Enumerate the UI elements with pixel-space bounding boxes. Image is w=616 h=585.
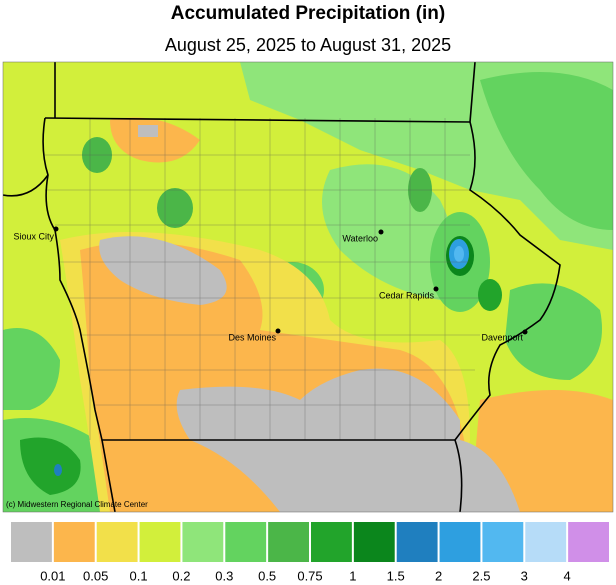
legend-swatch	[311, 522, 352, 562]
legend-swatch	[225, 522, 267, 562]
legend-swatch	[96, 522, 138, 562]
legend-swatch	[568, 522, 609, 562]
city-label: Davenport	[481, 332, 523, 342]
legend-swatch	[139, 522, 181, 562]
legend-swatch	[53, 522, 95, 562]
city-dot	[433, 286, 439, 292]
city-dot	[522, 329, 528, 335]
city-label: Waterloo	[342, 233, 378, 243]
legend-swatch	[182, 522, 224, 562]
legend-swatch	[439, 522, 481, 562]
legend-label: 4	[564, 568, 571, 583]
legend-label: 2.5	[472, 568, 490, 583]
legend-swatch	[525, 522, 567, 562]
title: Accumulated Precipitation (in)	[171, 3, 445, 24]
legend-label: 0.05	[83, 568, 108, 583]
city-label: Des Moines	[228, 332, 276, 342]
city-dot	[275, 328, 281, 334]
legend-swatch	[353, 522, 395, 562]
legend-swatch	[396, 522, 438, 562]
legend-swatch	[11, 522, 52, 562]
legend-label: 3	[521, 568, 528, 583]
map	[3, 62, 613, 512]
legend-label: 0.3	[215, 568, 233, 583]
legend-swatch	[482, 522, 524, 562]
credit: (c) Midwestern Regional Climate Center	[6, 500, 148, 509]
city-dot	[378, 229, 384, 235]
legend-label: 2	[435, 568, 442, 583]
legend-label: 1	[349, 568, 356, 583]
subtitle: August 25, 2025 to August 31, 2025	[165, 35, 451, 55]
legend-label: 0.75	[297, 568, 322, 583]
legend-label: 0.2	[172, 568, 190, 583]
city-label: Cedar Rapids	[379, 290, 435, 300]
legend-label: 1.5	[387, 568, 405, 583]
legend-label: 0.5	[258, 568, 276, 583]
legend-swatch	[268, 522, 309, 562]
city-dot	[53, 226, 59, 232]
legend-label: 0.1	[130, 568, 148, 583]
legend-label: 0.01	[40, 568, 65, 583]
city-label: Sioux City	[13, 231, 54, 241]
